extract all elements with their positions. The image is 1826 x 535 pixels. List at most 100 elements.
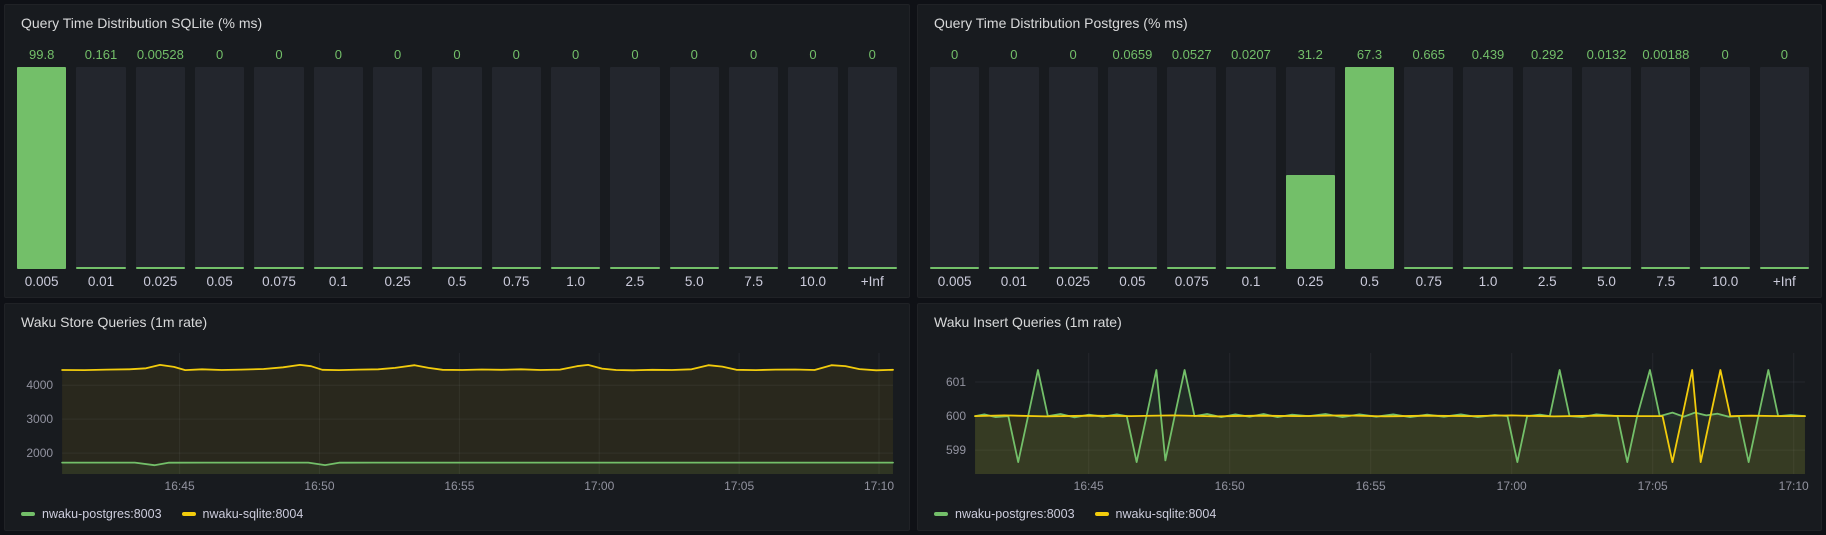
panel-title[interactable]: Query Time Distribution Postgres (% ms) — [934, 15, 1188, 31]
x-tick-label: 16:55 — [444, 479, 474, 493]
bucket-label: 1.0 — [1478, 274, 1498, 289]
bar-track — [313, 67, 363, 269]
bar-fill — [254, 267, 304, 269]
bar-column: 0 0.05 — [194, 43, 245, 293]
bar-track — [610, 67, 660, 269]
legend-item[interactable]: nwaku-postgres:8003 — [21, 504, 162, 524]
bar-track — [432, 67, 482, 269]
bucket-label: +Inf — [860, 274, 884, 289]
bucket-label: 0.25 — [1297, 274, 1324, 289]
bar-track — [1463, 67, 1513, 269]
legend-label[interactable]: nwaku-postgres:8003 — [42, 507, 162, 521]
bar-track — [1522, 67, 1572, 269]
panel-title[interactable]: Waku Store Queries (1m rate) — [21, 314, 208, 330]
bucket-label: 0.75 — [503, 274, 530, 289]
bar-value-label: 0.665 — [1412, 47, 1446, 62]
bar-value-label: 0 — [1010, 47, 1018, 62]
bucket-label: 0.25 — [384, 274, 411, 289]
x-tick-label: 17:00 — [1497, 479, 1527, 493]
bucket-label: 0.5 — [447, 274, 467, 289]
axis-labels: 599 600 601 16:45 16:50 16:55 17:00 17:05 17:10 — [946, 375, 1809, 493]
bar-column: 0 0.1 — [313, 43, 363, 293]
bar-column: 99.8 0.005 — [17, 43, 67, 293]
bar-track — [491, 67, 541, 269]
bar-fill — [1285, 175, 1335, 269]
bar-value-label: 99.8 — [29, 47, 55, 62]
legend: nwaku-postgres:8003 nwaku-sqlite:8004 — [21, 504, 303, 524]
legend-label[interactable]: nwaku-sqlite:8004 — [202, 507, 304, 521]
bucket-label: 2.5 — [625, 274, 645, 289]
bar-track — [1107, 67, 1158, 269]
series-fill — [62, 364, 893, 474]
series-line — [61, 461, 894, 467]
bar-fill — [1048, 267, 1098, 269]
bar-column: 0 1.0 — [550, 43, 601, 293]
bar-value-label: 0.0132 — [1586, 47, 1627, 62]
bar-value-label: 0 — [631, 47, 639, 62]
legend-swatch-icon — [21, 512, 35, 516]
bar-value-label: 0 — [453, 47, 461, 62]
bar-fill — [372, 267, 423, 269]
bar-fill — [669, 267, 719, 269]
bar-value-label: 0.00528 — [136, 47, 184, 62]
bucket-label: 0.005 — [24, 274, 59, 289]
x-tick-label: 17:10 — [1779, 479, 1809, 493]
bucket-label: 1.0 — [566, 274, 585, 289]
y-tick-label: 601 — [946, 375, 966, 389]
bar-value-label: 0 — [1721, 47, 1729, 62]
store-queries-chart[interactable]: 2000 3000 4000 16:45 16:50 16:55 17:00 17:05 17:… — [17, 338, 897, 496]
bar-value-label: 0 — [334, 47, 342, 62]
bar-column: 0.00528 0.025 — [135, 43, 185, 293]
legend-label[interactable]: nwaku-sqlite:8004 — [1115, 507, 1217, 521]
bar-value-label: 0 — [275, 47, 283, 62]
bucket-label: 0.025 — [1056, 274, 1091, 289]
bucket-label: 0.005 — [937, 274, 972, 289]
bar-column: 0 0.005 — [930, 43, 980, 293]
legend-label[interactable]: nwaku-postgres:8003 — [955, 507, 1075, 521]
bucket-label: +Inf — [1772, 274, 1796, 289]
panel-title[interactable]: Waku Insert Queries (1m rate) — [934, 314, 1122, 330]
legend-item[interactable]: nwaku-sqlite:8004 — [181, 504, 304, 524]
bar-track — [788, 67, 838, 269]
y-tick-label: 599 — [946, 443, 966, 457]
bar-column: 0 10.0 — [1700, 43, 1750, 293]
bucket-label: 0.01 — [1000, 274, 1028, 289]
bar-value-label: 0 — [572, 47, 580, 62]
bucket-label: 0.075 — [262, 274, 296, 289]
bar-gauge-postgres: 0 0.005 0 0.01 0 0.025 0.0659 0.05 0.0527 0.075 0.… — [930, 43, 1809, 293]
bar-column: 0.0527 0.075 — [1167, 43, 1217, 293]
bar-fill — [847, 267, 897, 269]
bar-track — [989, 67, 1039, 269]
bar-fill — [1344, 67, 1395, 269]
bar-track — [1581, 67, 1632, 269]
bar-track — [847, 67, 897, 269]
series-fill — [62, 462, 893, 474]
bucket-label: 5.0 — [684, 274, 704, 289]
series-fill — [975, 370, 1805, 474]
bar-column: 67.3 0.5 — [1344, 43, 1395, 293]
bar-column: 0.0659 0.05 — [1107, 43, 1158, 293]
legend: nwaku-postgres:8003 nwaku-sqlite:8004 — [934, 504, 1216, 524]
panel-title[interactable]: Query Time Distribution SQLite (% ms) — [21, 15, 263, 31]
bar-value-label: 0 — [512, 47, 520, 62]
bar-fill — [1404, 267, 1454, 269]
bar-column: 0.161 0.01 — [76, 43, 126, 293]
y-tick-label: 600 — [946, 409, 966, 423]
x-tick-label: 17:05 — [724, 479, 754, 493]
bar-fill — [788, 267, 838, 269]
bar-value-label: 0.161 — [84, 47, 118, 62]
insert-queries-chart[interactable]: 599 600 601 16:45 16:50 16:55 17:00 17:05 17:10 — [930, 338, 1809, 496]
bar-value-label: 67.3 — [1356, 47, 1383, 62]
bar-value-label: 0 — [394, 47, 402, 62]
legend-item[interactable]: nwaku-sqlite:8004 — [1094, 504, 1217, 524]
y-tick-label: 4000 — [26, 378, 53, 392]
bar-value-label: 0.0527 — [1171, 47, 1212, 62]
bar-track — [728, 67, 779, 269]
bar-column: 0.0132 5.0 — [1581, 43, 1632, 293]
bar-value-label: 0 — [690, 47, 698, 62]
bar-fill — [76, 267, 126, 269]
legend-item[interactable]: nwaku-postgres:8003 — [934, 504, 1075, 524]
axis-labels: 2000 3000 4000 16:45 16:50 16:55 17:00 17:05 17:… — [26, 378, 894, 493]
bar-value-label: 31.2 — [1297, 47, 1323, 62]
